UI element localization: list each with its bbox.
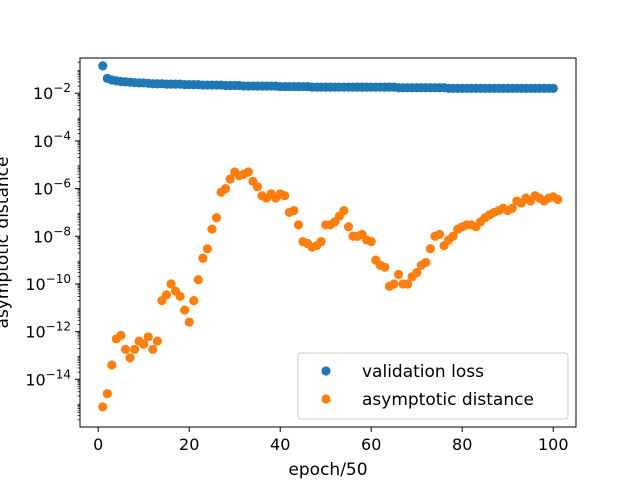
data-point [102, 389, 112, 399]
data-point [421, 257, 431, 268]
x-tick-label: 60 [361, 435, 381, 454]
data-point [125, 353, 135, 363]
data-point [143, 332, 153, 342]
x-tick-label: 0 [93, 435, 103, 454]
y-tick-label: 10−10 [25, 272, 71, 294]
data-point [316, 236, 326, 247]
data-point [366, 236, 376, 247]
data-point [107, 360, 117, 370]
y-tick-label: 10−8 [33, 224, 71, 246]
data-point [202, 244, 213, 254]
data-point [193, 275, 203, 285]
data-point [403, 279, 413, 289]
data-point [225, 174, 235, 184]
data-point [139, 339, 149, 349]
data-point [184, 317, 194, 327]
series-asymptotic-distance [98, 167, 563, 412]
x-tick-label: 100 [538, 435, 569, 454]
data-point [148, 344, 158, 354]
series-validation-loss [98, 61, 558, 93]
x-axis-label: epoch/50 [288, 460, 367, 480]
legend-marker [321, 366, 331, 376]
legend-label: asymptotic distance [362, 390, 534, 410]
data-point [180, 305, 190, 315]
data-point [130, 344, 140, 354]
legend-box [297, 352, 569, 420]
data-point [252, 182, 263, 192]
data-point [120, 344, 131, 354]
data-point [243, 167, 253, 177]
legend-label: validation loss [362, 362, 484, 382]
y-tick-label: 10−6 [33, 177, 71, 199]
data-point [98, 402, 108, 412]
x-tick-label: 40 [270, 435, 290, 454]
data-point [548, 83, 558, 93]
data-point [393, 269, 404, 280]
legend: validation loss asymptotic distance [297, 352, 569, 420]
data-point [412, 267, 422, 278]
x-tick-label: 20 [179, 435, 199, 454]
data-point [116, 330, 126, 340]
data-point [211, 213, 222, 223]
data-point [289, 205, 299, 216]
data-point [189, 296, 199, 306]
data-point [207, 224, 217, 234]
legend-marker [321, 394, 331, 404]
data-point [221, 183, 231, 194]
data-point [98, 61, 108, 71]
y-tick-label: 10−12 [25, 320, 71, 342]
data-point [293, 220, 304, 230]
x-tick-label: 80 [452, 435, 472, 454]
data-point [161, 290, 172, 300]
data-point [152, 336, 162, 346]
data-point [553, 194, 563, 205]
axes-frame [79, 57, 577, 428]
data-point [434, 229, 445, 239]
y-tick-label: 10−14 [25, 367, 71, 389]
x-axis-ticks: 0 20 40 60 80 100 [93, 427, 569, 454]
y-tick-label: 10−2 [33, 81, 71, 103]
data-point [389, 279, 399, 289]
data-point [280, 191, 290, 201]
data-point [175, 291, 185, 302]
y-tick-label: 10−4 [33, 129, 71, 151]
data-point [448, 231, 458, 241]
data-point [507, 203, 517, 213]
data-point [380, 262, 390, 272]
y-axis-ticks: 10−14 10−12 10−10 10−8 10−6 10−4 10−2 [25, 61, 80, 421]
y-axis-label: asymptotic distance [0, 157, 13, 329]
data-point [198, 253, 208, 263]
plot-area [98, 61, 563, 412]
data-point [339, 205, 349, 216]
data-point [343, 222, 354, 232]
data-point [425, 244, 435, 254]
data-point [166, 279, 176, 289]
